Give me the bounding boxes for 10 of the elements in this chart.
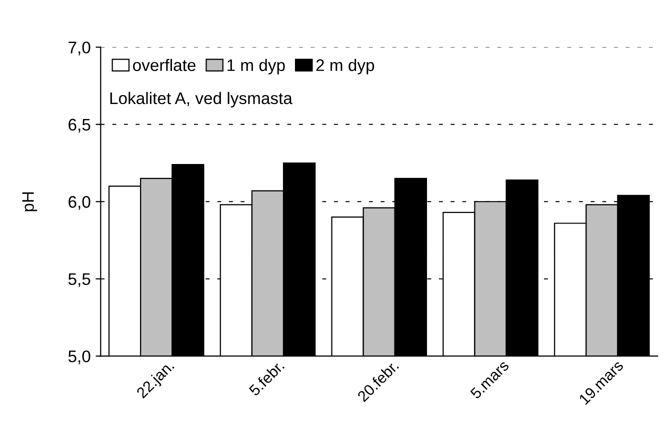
annotation: Lokalitet A, ved lysmasta [110, 92, 292, 108]
y-tick-label: 5,0 [68, 350, 90, 364]
y-tick-label: 6,0 [68, 196, 90, 210]
y-tick-label: 5,5 [68, 273, 90, 288]
legend-label: 1 m dyp [228, 58, 285, 74]
y-axis-title: pH [22, 192, 38, 212]
legend-label: 2 m dyp [316, 58, 374, 74]
legend-label: overflate [133, 58, 196, 72]
y-tick-label: 6,5 [68, 118, 90, 133]
y-tick-label: 7,0 [68, 42, 90, 56]
